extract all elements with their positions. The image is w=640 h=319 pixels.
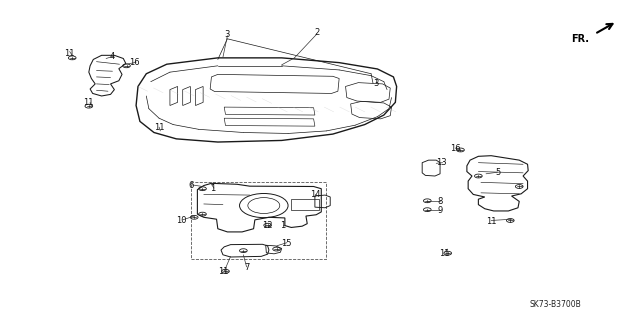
Text: 7: 7 bbox=[244, 263, 249, 272]
Text: 9: 9 bbox=[437, 206, 443, 215]
Text: SK73-B3700B: SK73-B3700B bbox=[529, 300, 581, 309]
Text: 15: 15 bbox=[282, 239, 292, 248]
Text: 1: 1 bbox=[280, 221, 285, 230]
Text: 6: 6 bbox=[188, 181, 194, 190]
Text: 12: 12 bbox=[262, 221, 273, 230]
Text: 2: 2 bbox=[314, 28, 319, 37]
Text: 4: 4 bbox=[110, 52, 115, 61]
Text: 14: 14 bbox=[310, 190, 321, 199]
Text: 11: 11 bbox=[486, 217, 497, 226]
Text: 1: 1 bbox=[210, 184, 215, 193]
Text: 10: 10 bbox=[176, 216, 187, 225]
Text: 13: 13 bbox=[436, 158, 447, 167]
Text: 5: 5 bbox=[495, 168, 500, 177]
Text: 11: 11 bbox=[84, 98, 94, 107]
Text: 11: 11 bbox=[439, 249, 450, 258]
Text: 3: 3 bbox=[225, 30, 230, 39]
Text: 3: 3 bbox=[374, 79, 379, 88]
Text: 16: 16 bbox=[450, 144, 461, 153]
Text: 11: 11 bbox=[154, 123, 164, 132]
Text: 16: 16 bbox=[129, 58, 140, 67]
Text: 11: 11 bbox=[65, 48, 75, 58]
Text: 8: 8 bbox=[437, 197, 443, 206]
Text: FR.: FR. bbox=[572, 34, 589, 44]
Text: 11: 11 bbox=[218, 267, 228, 276]
